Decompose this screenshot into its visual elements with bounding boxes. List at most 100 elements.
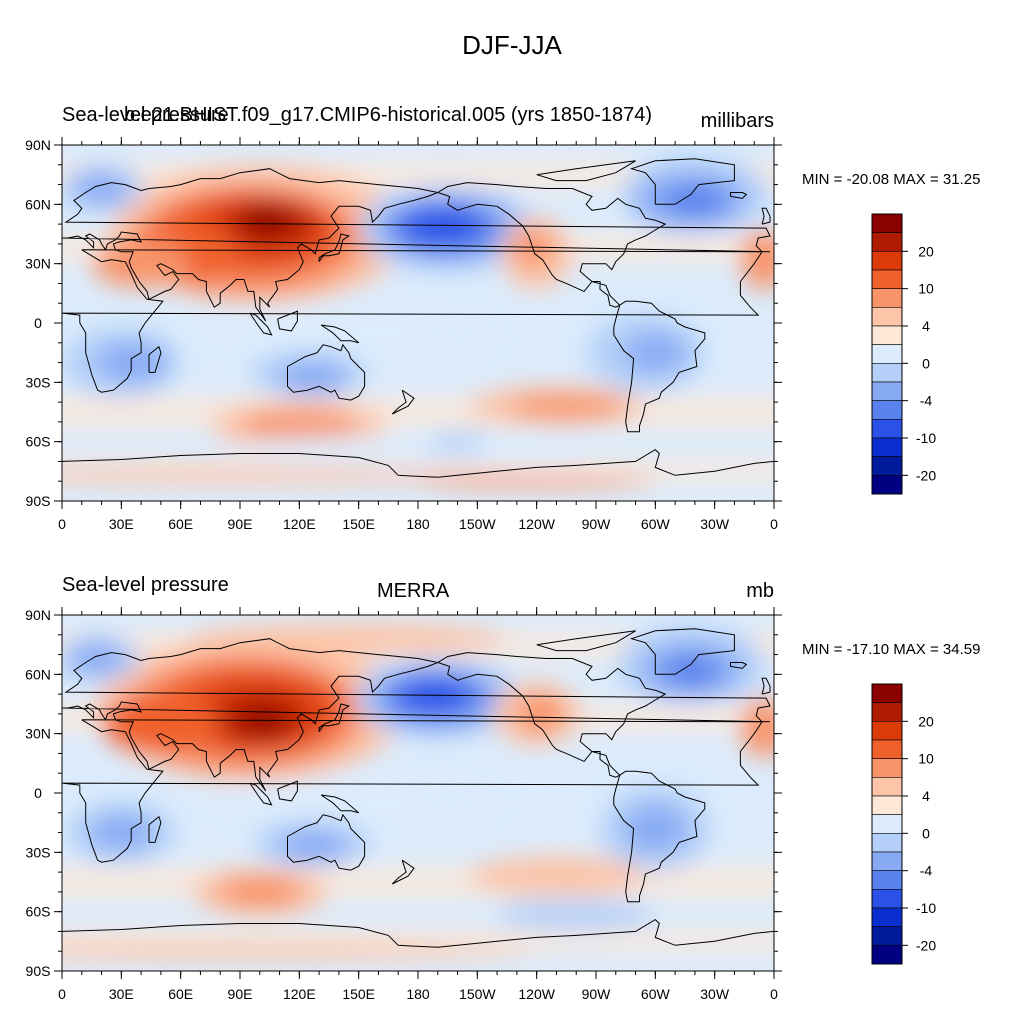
colorbar-swatch: [871, 758, 903, 778]
coastline-antarctica: [62, 448, 774, 478]
colorbar-swatch: [871, 795, 903, 815]
pressure-contour: [418, 475, 656, 488]
pressure-contour: [740, 698, 774, 758]
pressure-contour: [241, 206, 290, 234]
coastline-borneo: [277, 780, 298, 802]
pressure-contour: [243, 709, 284, 734]
y-tick-label: 90S: [26, 493, 51, 509]
colorbar-swatch: [871, 739, 903, 759]
pressure-contour: [663, 654, 719, 687]
pressure-contour: [220, 309, 498, 357]
coastline-madagascar: [148, 345, 162, 373]
y-tick-label: 60S: [26, 904, 51, 920]
coastline-madagascar: [148, 815, 162, 843]
pressure-contour: [740, 230, 774, 290]
panel-center-title: MERRA: [377, 580, 450, 602]
pressure-contour: [510, 860, 622, 884]
x-tick-label: 150W: [459, 516, 496, 532]
colorbar-swatch: [871, 325, 903, 345]
colorbar-label: -4: [920, 863, 933, 879]
colorbar-swatch: [871, 400, 903, 420]
y-tick-label: 0: [34, 315, 42, 331]
x-tick-label: 120E: [283, 986, 316, 1002]
colorbar-label: 10: [918, 751, 934, 767]
x-tick-label: 60W: [641, 986, 671, 1002]
coastline-uk: [761, 207, 771, 225]
pressure-band: [62, 868, 774, 896]
coastline-japan: [318, 703, 351, 732]
coastline-iceland: [730, 192, 748, 199]
panel-min-max: MIN = -20.08 MAX = 31.25: [802, 171, 981, 188]
y-tick-label: 0: [34, 785, 42, 801]
x-tick-label: 0: [770, 986, 778, 1002]
pressure-contour: [497, 899, 656, 932]
coastline-greenland: [629, 628, 735, 675]
y-tick-label: 90N: [25, 607, 51, 623]
colorbar-swatch: [871, 889, 903, 909]
coastline-samerica: [613, 770, 706, 903]
pressure-contour: [69, 642, 126, 675]
x-tick-label: 0: [58, 516, 66, 532]
x-tick-label: 150E: [342, 516, 375, 532]
colorbar-swatch: [871, 814, 903, 834]
x-tick-label: 150E: [342, 986, 375, 1002]
colorbar: 20 10 4 0 -4 -10 -20: [871, 683, 936, 965]
colorbar-swatch: [871, 251, 903, 271]
y-tick-label: 30N: [25, 256, 51, 272]
map-area: [62, 145, 774, 501]
x-tick-label: 60W: [641, 516, 671, 532]
x-tick-label: 90E: [228, 516, 253, 532]
x-tick-label: 60E: [168, 986, 193, 1002]
x-tick-label: 30E: [109, 986, 134, 1002]
pressure-contour: [427, 431, 488, 452]
colorbar-label: 20: [918, 713, 934, 729]
colorbar-swatch: [871, 870, 903, 890]
y-tick-label: 90N: [25, 137, 51, 153]
colorbar-swatch: [871, 213, 903, 233]
coastline-arctic_is: [536, 160, 636, 182]
colorbar-swatch: [871, 363, 903, 383]
panel-left-title: Sea-level pressure: [62, 574, 229, 596]
colorbar-swatch: [871, 344, 903, 364]
colorbar-swatch: [871, 721, 903, 741]
pressure-contour: [516, 694, 565, 734]
y-tick-label: 90S: [26, 963, 51, 979]
coastline-newguinea: [320, 794, 360, 814]
coastline-newzealand: [391, 859, 415, 885]
y-tick-label: 60N: [25, 666, 51, 682]
pressure-contour: [402, 208, 482, 244]
y-tick-label: 30S: [26, 844, 51, 860]
x-tick-label: 180: [406, 516, 430, 532]
pressure-contour: [240, 410, 359, 442]
colorbar: 20 10 4 0 -4 -10 -20: [871, 213, 936, 495]
colorbar-label: -10: [916, 900, 936, 916]
coastline-namerica: [437, 182, 667, 308]
coastline-japan: [318, 233, 351, 262]
coastline-africa: [62, 249, 764, 393]
panel-units: mb: [746, 580, 774, 602]
colorbar-label: 10: [918, 281, 934, 297]
pressure-contour: [663, 184, 727, 217]
pressure-contour: [623, 332, 687, 373]
panel-min-max: MIN = -17.10 MAX = 34.59: [802, 641, 981, 658]
x-tick-label: 30W: [700, 516, 730, 532]
colorbar-swatch: [871, 907, 903, 927]
panel-left-title: Sea-level pressure: [62, 104, 229, 126]
colorbar-label: -10: [916, 430, 936, 446]
map-area: [62, 615, 774, 971]
coastlines: [62, 158, 774, 478]
colorbar-label: -20: [916, 937, 936, 953]
x-tick-label: 60E: [168, 516, 193, 532]
x-tick-label: 30E: [109, 516, 134, 532]
coastline-australia: [287, 343, 366, 401]
coastline-sumatra: [249, 782, 273, 806]
y-tick-label: 30N: [25, 726, 51, 742]
x-tick-label: 0: [770, 516, 778, 532]
colorbar-swatch: [871, 269, 903, 289]
pressure-contour: [623, 804, 687, 853]
colorbar-swatch: [871, 777, 903, 797]
coastline-eurasia: [62, 168, 771, 322]
colorbar-swatch: [871, 702, 903, 722]
